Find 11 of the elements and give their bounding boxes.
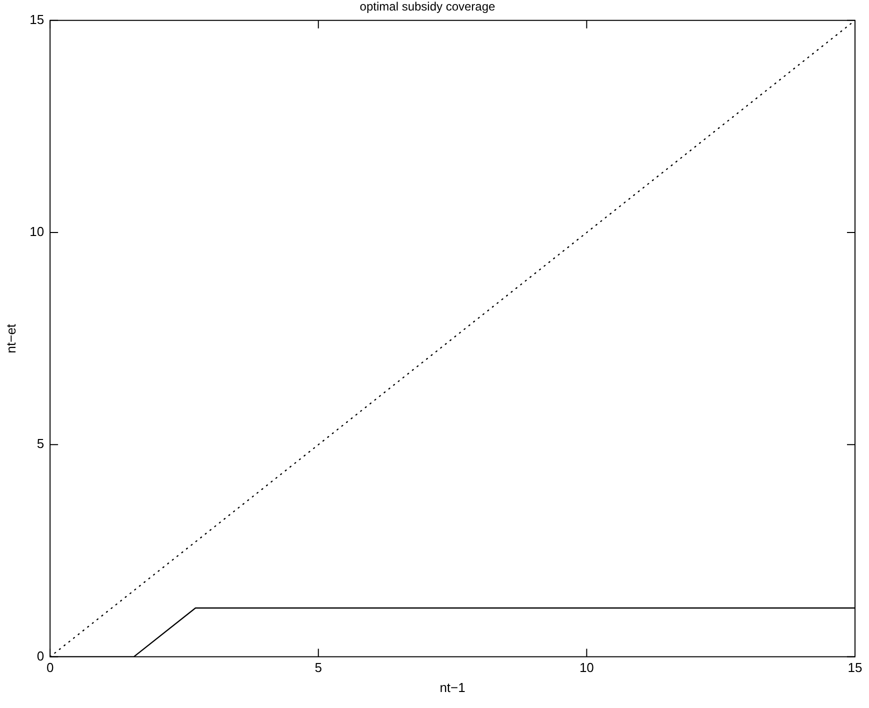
y-tick-label: 0 <box>36 648 44 664</box>
x-axis-title: nt−1 <box>440 680 466 695</box>
x-tick-label: 0 <box>46 660 54 676</box>
y-tick-label: 15 <box>30 12 44 27</box>
x-tick-label: 15 <box>848 660 862 676</box>
y-tick-label: 5 <box>36 436 44 452</box>
x-tick-label: 5 <box>314 660 322 676</box>
chart-title: optimal subsidy coverage <box>360 0 496 14</box>
y-axis-title: nt−et <box>3 324 18 354</box>
x-tick-label: 10 <box>579 660 594 676</box>
y-tick-label: 10 <box>30 224 44 240</box>
